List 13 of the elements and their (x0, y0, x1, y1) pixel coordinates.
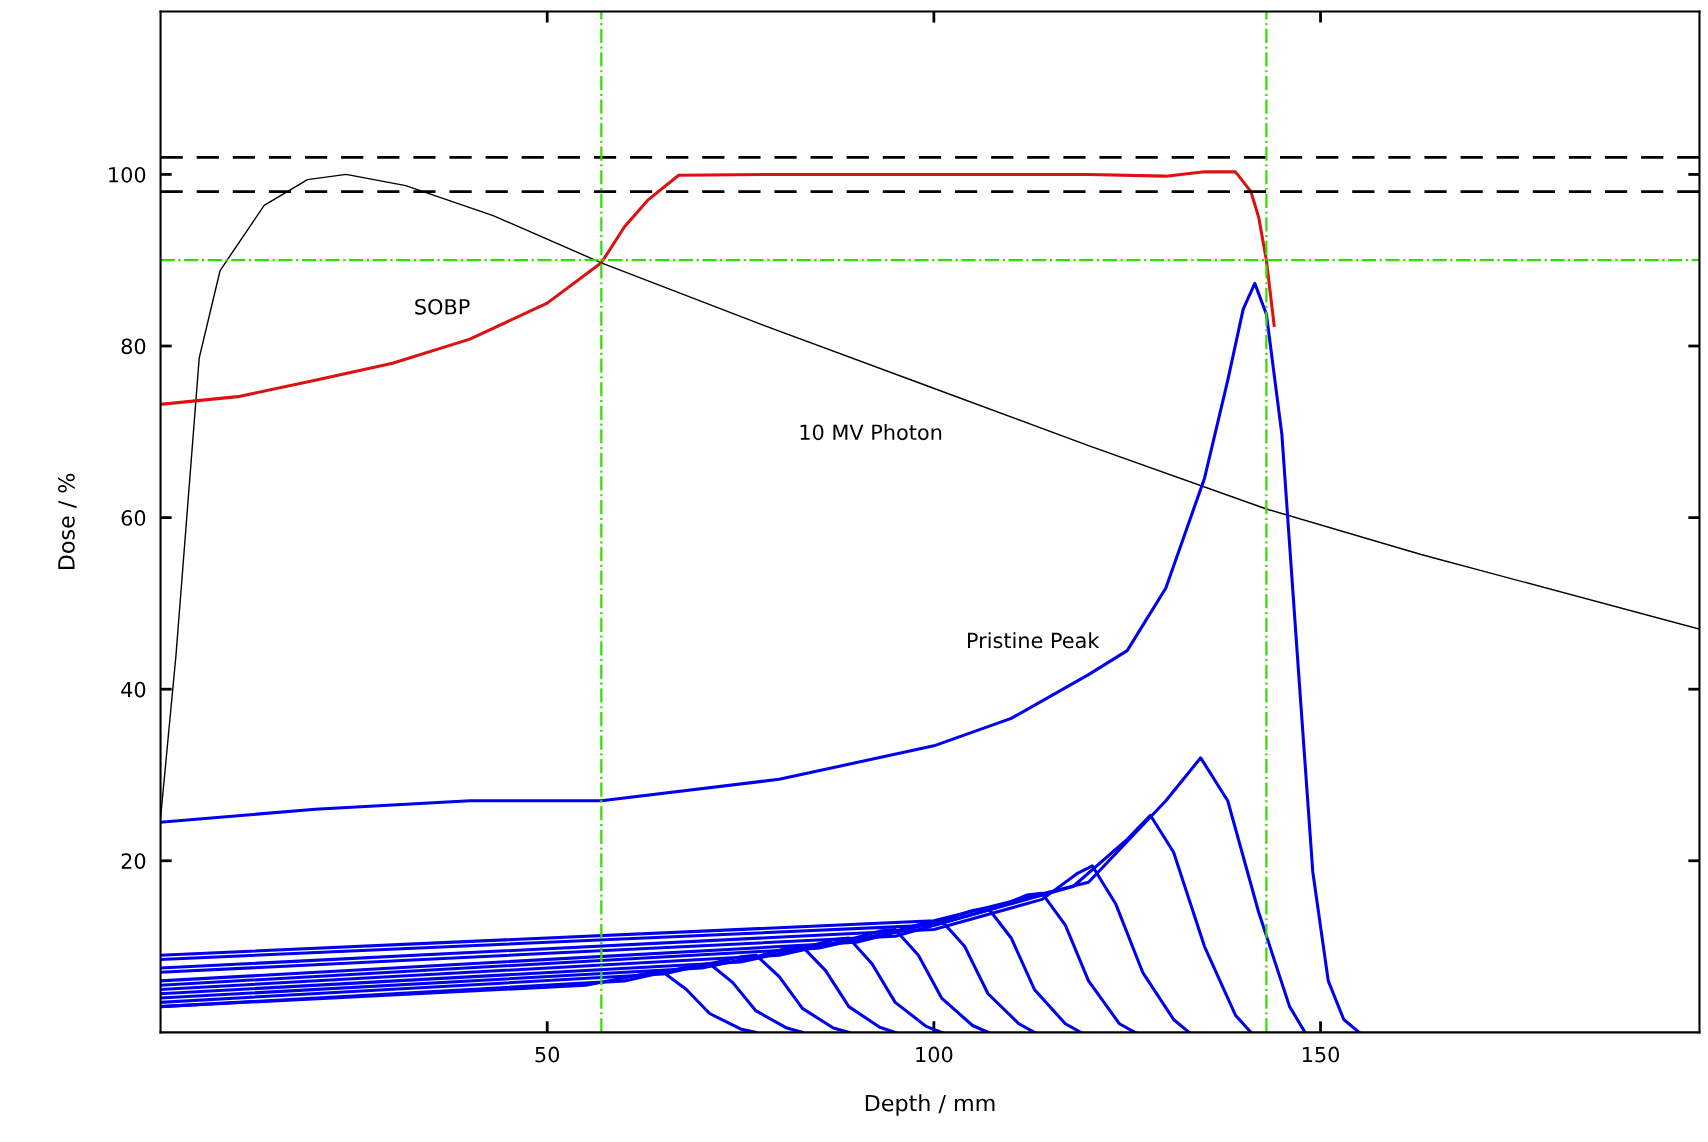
x-tick-label: 100 (916, 1046, 953, 1063)
series-label: Pristine Peak (968, 632, 1100, 649)
y-tick-label: 40 (121, 681, 146, 698)
series-label: SOBP (415, 298, 470, 315)
x-tick-label: 50 (535, 1046, 560, 1063)
y-tick-label: 80 (121, 338, 146, 355)
y-tick-label: 20 (121, 853, 146, 869)
y-tick-label: 60 (121, 510, 146, 526)
x-axis-title: Depth / mm (865, 1094, 995, 1116)
series-label: 10 MV Photon (800, 424, 942, 441)
x-tick-label: 150 (1302, 1046, 1340, 1063)
y-axis-title: Dose / % (58, 473, 77, 570)
y-tick-label: 100 (109, 166, 146, 183)
